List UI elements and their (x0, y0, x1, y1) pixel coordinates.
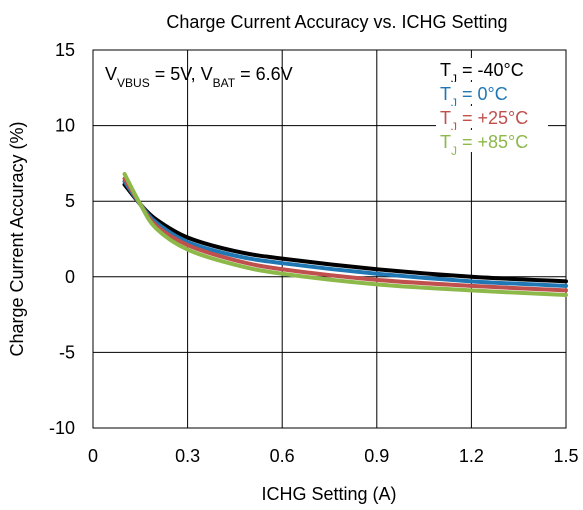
y-tick-label: 5 (65, 191, 75, 211)
series-line (122, 171, 568, 297)
legend-entry-background (436, 106, 548, 128)
legend-entry-background (436, 82, 548, 104)
series-lines (122, 171, 568, 297)
condition-text: VVBUS = 5V, VBAT = 6.6V (105, 64, 293, 90)
legend-entry: TJ = -40°C (440, 60, 524, 86)
x-tick-label: 0.9 (364, 446, 389, 466)
y-tick-label: -10 (49, 418, 75, 438)
condition-annotation: VVBUS = 5V, VBAT = 6.6V (105, 64, 293, 90)
y-tick-label: 10 (55, 116, 75, 136)
legend-entry-background (436, 130, 548, 152)
x-tick-label: 0.3 (175, 446, 200, 466)
y-tick-label: 0 (65, 267, 75, 287)
series-line (122, 179, 568, 288)
series-line (122, 176, 568, 293)
legend-entry-background (436, 58, 548, 80)
legend-entry: TJ = +85°C (440, 132, 528, 158)
y-tick-label: -5 (59, 342, 75, 362)
chart-title: Charge Current Accuracy vs. ICHG Setting (166, 12, 507, 32)
x-axis-label: ICHG Setting (A) (261, 484, 396, 504)
x-tick-label: 1.2 (459, 446, 484, 466)
legend-entry: TJ = 0°C (440, 84, 508, 110)
legend: TJ = -40°CTJ = 0°CTJ = +25°CTJ = +85°C (436, 58, 548, 158)
series-line (122, 182, 568, 284)
x-tick-label: 1.5 (553, 446, 578, 466)
y-axis-label: Charge Current Accuracy (%) (7, 121, 27, 356)
y-tick-labels: -10 -5 0 5 10 15 (49, 40, 75, 438)
legend-entry: TJ = +25°C (440, 108, 528, 134)
x-tick-labels: 0 0.3 0.6 0.9 1.2 1.5 (88, 446, 579, 466)
x-tick-label: 0 (88, 446, 98, 466)
plot-frame (92, 49, 567, 429)
x-tick-label: 0.6 (270, 446, 295, 466)
y-tick-label: 15 (55, 40, 75, 60)
